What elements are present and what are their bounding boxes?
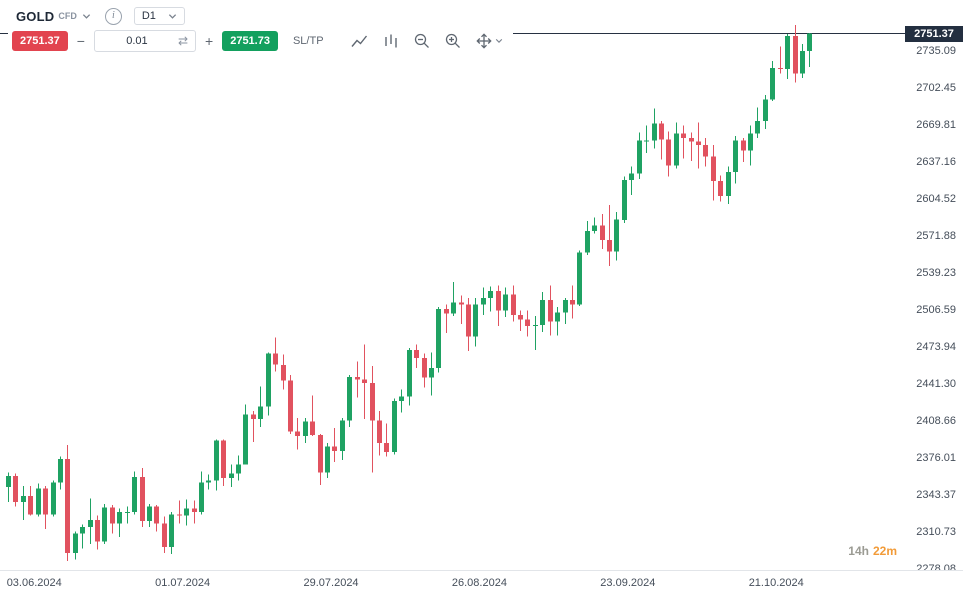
time-axis-label: 21.10.2024 (748, 577, 804, 589)
price-axis-label: 2441.30 (916, 378, 956, 391)
pan-mode-button[interactable] (475, 33, 503, 49)
time-axis-label: 26.08.2024 (451, 577, 507, 589)
price-axis-label: 2604.52 (916, 193, 956, 206)
candles-layer (6, 24, 812, 561)
price-axis-label: 2571.88 (916, 230, 956, 243)
price-axis[interactable]: 2735.09 2702.45 2669.81 2637.16 2604.52 2571.… (905, 0, 963, 575)
info-icon[interactable]: i (104, 7, 122, 25)
move-icon (475, 33, 492, 49)
time-axis-label: 03.06.2024 (6, 577, 62, 589)
time-axis[interactable]: 03.06.2024 01.07.2024 29.07.2024 26.08.2024… (0, 570, 963, 594)
line-chart-icon (351, 35, 367, 47)
chart-type-line-button[interactable] (351, 34, 368, 49)
buy-price-button[interactable]: 2751.73 (222, 31, 278, 51)
timeframe-select[interactable]: D1 (133, 7, 185, 25)
instrument-symbol[interactable]: GOLD (16, 8, 55, 24)
refresh-icon[interactable]: ⇄ (177, 34, 189, 48)
session-countdown: 14h 22m (848, 544, 897, 558)
chevron-down-icon (495, 39, 502, 43)
price-axis-label: 2669.81 (916, 119, 956, 132)
countdown-minutes: 22m (872, 544, 897, 558)
chevron-down-icon (168, 13, 177, 19)
instrument-type-label: CFD (58, 11, 77, 21)
sell-price-button[interactable]: 2751.37 (12, 31, 68, 51)
price-axis-label: 2735.09 (916, 45, 956, 58)
trade-toolbar: 2751.37 − ⇄ + 2751.73 SL/TP (8, 28, 513, 54)
zoom-out-button[interactable] (414, 33, 430, 49)
volume-increase-button[interactable]: + (205, 33, 214, 49)
zoom-in-button[interactable] (445, 33, 461, 49)
zoom-out-icon (414, 33, 429, 48)
volume-decrease-button[interactable]: − (76, 33, 85, 49)
countdown-hours: 14h (848, 544, 869, 558)
price-axis-label: 2343.37 (916, 489, 956, 502)
volume-input[interactable] (101, 34, 172, 48)
time-axis-label: 01.07.2024 (155, 577, 211, 589)
chevron-down-icon[interactable] (82, 12, 91, 21)
price-axis-label: 2473.94 (916, 341, 956, 354)
timeframe-value: D1 (141, 10, 156, 22)
volume-box: ⇄ (93, 30, 197, 52)
time-axis-label: 23.09.2024 (600, 577, 656, 589)
price-axis-label: 2702.45 (916, 82, 956, 95)
zoom-in-icon (445, 33, 460, 48)
price-axis-label: 2637.16 (916, 156, 956, 169)
instrument-header: GOLD CFD i D1 (16, 6, 191, 26)
price-axis-label: 2539.23 (916, 267, 956, 280)
price-axis-label: 2310.73 (916, 526, 956, 539)
chart-tools (351, 33, 503, 49)
current-price-badge: 2751.37 (905, 25, 963, 42)
indicators-icon (384, 34, 397, 48)
indicators-button[interactable] (383, 33, 399, 49)
price-axis-label: 2376.01 (916, 452, 956, 465)
price-axis-label: 2506.59 (916, 304, 956, 317)
time-axis-label: 29.07.2024 (303, 577, 359, 589)
sltp-button[interactable]: SL/TP (287, 34, 330, 48)
price-axis-label: 2408.66 (916, 415, 956, 428)
